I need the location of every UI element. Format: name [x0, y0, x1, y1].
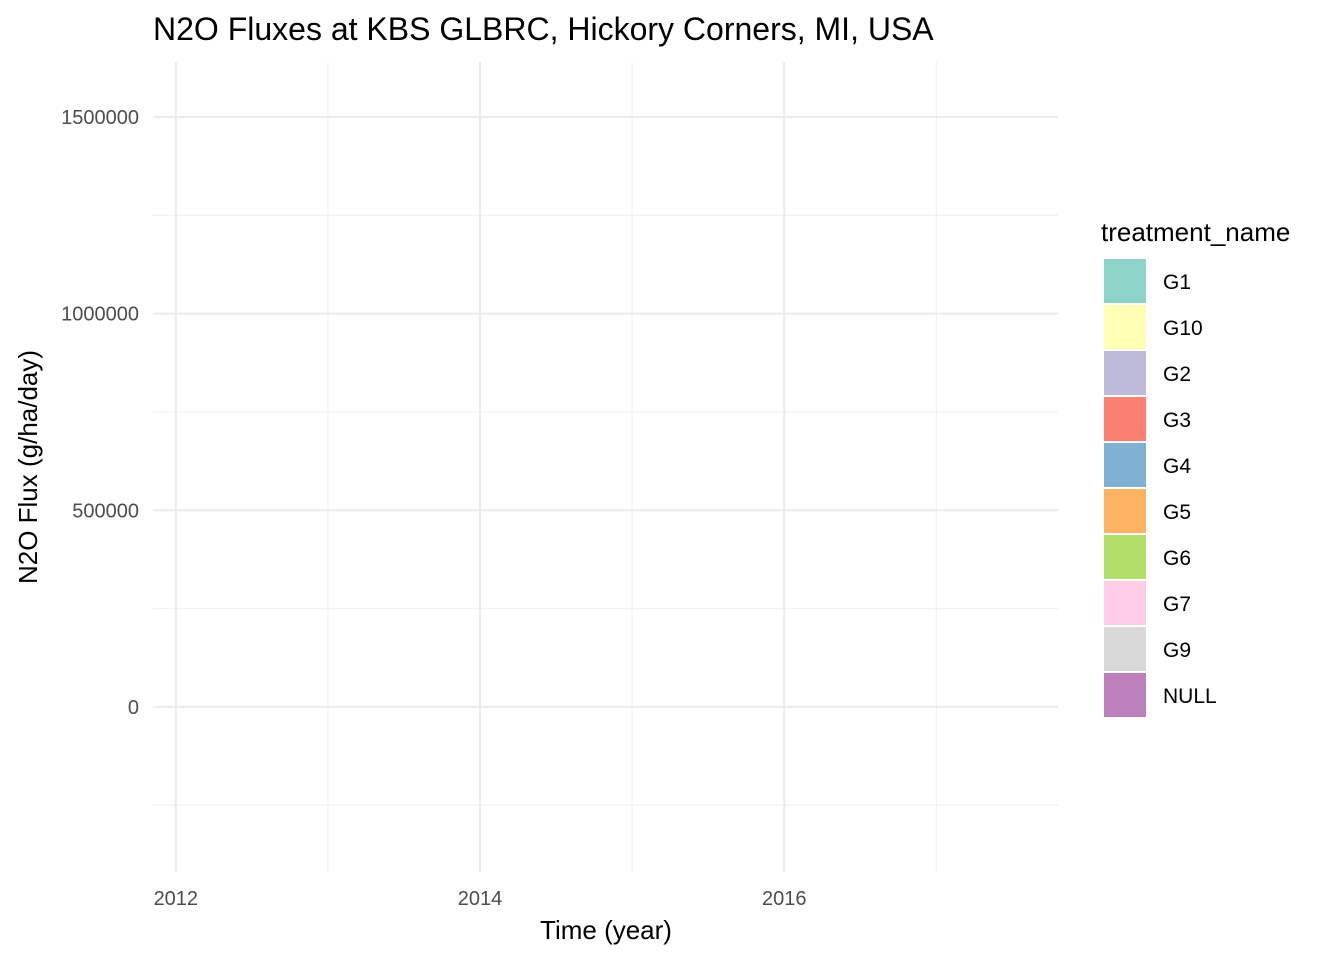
y-tick-label: 1000000 — [61, 304, 139, 326]
legend-key-swatch — [1104, 443, 1146, 487]
legend-key-swatch — [1104, 673, 1146, 717]
x-tick-label: 2014 — [458, 888, 503, 910]
legend-entry-label: G1 — [1163, 271, 1191, 294]
x-axis-title: Time (year) — [540, 915, 672, 945]
legend-entry-label: G5 — [1163, 501, 1191, 524]
legend-entry-label: G7 — [1163, 593, 1191, 616]
y-axis-title: N2O Flux (g/ha/day) — [13, 350, 43, 584]
x-axis-tick-labels: 2012 2014 2016 — [154, 888, 807, 910]
legend-entries: G1 G10 G2 G3 G4 G5 G6 G7 G9 NULL — [1104, 259, 1217, 717]
y-tick-label: 1500000 — [61, 107, 139, 129]
legend-key-swatch — [1104, 489, 1146, 533]
legend-entry-label: G4 — [1163, 455, 1191, 478]
legend-entry-label: G9 — [1163, 639, 1191, 662]
legend-key-swatch — [1104, 305, 1146, 349]
legend-key-swatch — [1104, 627, 1146, 671]
legend-entry-label: NULL — [1163, 685, 1217, 708]
legend-title: treatment_name — [1101, 217, 1290, 247]
minor-gridlines — [153, 62, 1058, 872]
legend-key-swatch — [1104, 259, 1146, 303]
legend-entry-label: G10 — [1163, 317, 1203, 340]
legend-key-swatch — [1104, 535, 1146, 579]
major-gridlines — [153, 62, 1058, 872]
y-axis-tick-labels: 0 500000 1000000 1500000 — [61, 107, 139, 719]
legend-entry-label: G2 — [1163, 363, 1191, 386]
legend-key-swatch — [1104, 397, 1146, 441]
chart-title: N2O Fluxes at KBS GLBRC, Hickory Corners… — [153, 11, 934, 47]
legend-key-swatch — [1104, 351, 1146, 395]
x-tick-label: 2016 — [762, 888, 807, 910]
legend-entry-label: G6 — [1163, 547, 1191, 570]
x-tick-label: 2012 — [154, 888, 199, 910]
y-tick-label: 0 — [128, 697, 139, 719]
legend: treatment_name G1 G10 G2 G3 G4 G5 G6 G7 G9 NULL — [1101, 217, 1290, 717]
legend-entry-label: G3 — [1163, 409, 1191, 432]
y-tick-label: 500000 — [72, 500, 139, 522]
legend-key-swatch — [1104, 581, 1146, 625]
